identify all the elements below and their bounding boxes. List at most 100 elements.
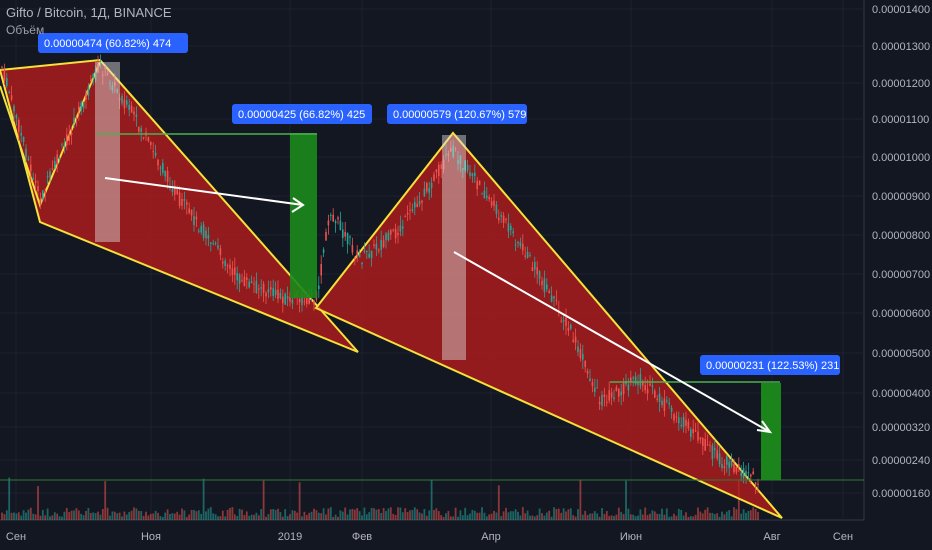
volume-bar — [560, 512, 563, 520]
volume-bar — [32, 513, 35, 520]
volume-bar — [363, 507, 366, 520]
volume-bar — [596, 513, 599, 520]
candle-body — [402, 226, 404, 229]
volume-bar — [555, 509, 558, 520]
volume-bar — [44, 515, 47, 520]
candle-body — [188, 208, 190, 214]
volume-bar — [437, 511, 440, 520]
volume-bar — [267, 514, 270, 520]
volume-bar — [620, 511, 623, 520]
price-axis[interactable]: 0.00001400 0.00001300 0.00001200 0.00001100… — [872, 4, 930, 500]
volume-bar — [358, 511, 361, 520]
volume-bar — [536, 515, 539, 520]
volume-bar — [82, 515, 85, 520]
volume-bar — [704, 509, 707, 520]
candle-body — [54, 160, 56, 169]
time-axis[interactable]: Сен Ноя 2019 Фев Апр Июн Авг Сен — [6, 531, 853, 543]
candle-body — [217, 245, 219, 249]
volume-bar — [207, 508, 210, 520]
volume-bar — [541, 513, 543, 520]
volume-bar — [644, 507, 647, 520]
candle-body — [596, 387, 598, 389]
volume-bar — [34, 514, 37, 520]
volume-bar — [70, 510, 73, 520]
volume-bar — [10, 512, 13, 520]
candle-body — [370, 250, 373, 259]
volume-bar — [421, 513, 423, 520]
volume-bar — [490, 513, 493, 520]
candle-body — [13, 105, 15, 112]
candle-body — [121, 95, 123, 104]
volume-bar — [51, 515, 54, 520]
candle-body — [447, 153, 450, 156]
candle-body — [411, 209, 414, 211]
volume-bar — [125, 514, 128, 520]
candle-body — [682, 416, 685, 428]
candle-body — [507, 223, 510, 232]
candle-body — [550, 295, 553, 302]
candle-body — [538, 271, 541, 279]
volume-bar — [219, 516, 222, 520]
volume-bar — [565, 511, 567, 520]
candle-body — [342, 229, 344, 239]
volume-bar — [471, 509, 474, 520]
candle-body — [344, 231, 346, 237]
candle-body — [589, 378, 591, 382]
wedge-patterns — [0, 58, 783, 519]
candle-body — [418, 201, 421, 205]
volume-bar — [478, 512, 481, 520]
y-tick-label: 0.00000500 — [872, 348, 930, 360]
volume-bar — [466, 515, 469, 520]
volume-bar — [603, 513, 606, 520]
volume-bar — [749, 510, 752, 520]
candle-body — [27, 158, 30, 160]
candle-body — [226, 265, 229, 267]
candle-body — [356, 250, 358, 257]
volume-bar — [433, 510, 435, 520]
volume-bar — [97, 511, 99, 520]
volume-bar — [243, 514, 246, 520]
measure-badge — [387, 104, 527, 124]
candle-body — [406, 213, 409, 215]
volume-bar — [418, 512, 421, 520]
volume-bar — [502, 511, 505, 520]
volume-bar — [430, 479, 433, 520]
volume-bar — [229, 507, 231, 520]
candle-body — [351, 245, 354, 253]
volume-bar — [260, 509, 263, 520]
candle-body — [385, 233, 387, 241]
candle-body — [366, 250, 368, 253]
volume-bar — [344, 507, 347, 520]
candle-body — [94, 69, 97, 81]
volume-bar — [255, 512, 258, 520]
candle-body — [373, 244, 375, 246]
candle-body — [404, 216, 406, 218]
candle-body — [382, 240, 385, 247]
volume-bar — [615, 514, 618, 520]
volume-bar — [385, 511, 387, 520]
volume-bar — [128, 512, 131, 520]
x-tick-label: Сен — [6, 531, 26, 543]
candle-body — [642, 381, 644, 386]
candle-body — [200, 226, 202, 233]
x-tick-label: Авг — [763, 531, 780, 543]
volume-bar — [25, 512, 27, 520]
candle-body — [68, 133, 70, 141]
x-tick-label: Июн — [620, 531, 642, 543]
candle-body — [428, 188, 430, 193]
candle-body — [663, 398, 666, 411]
volume-bar — [553, 507, 555, 520]
candle-body — [752, 471, 754, 475]
candle-body — [442, 159, 445, 170]
candle-body — [706, 444, 709, 446]
volume-bar — [116, 513, 119, 520]
volume-bar — [159, 515, 162, 520]
candle-body — [536, 267, 538, 275]
volume-bar — [725, 511, 728, 520]
symbol-title: Gifto / Bitcoin, 1Д, BINANCE — [6, 5, 172, 20]
volume-bar — [284, 509, 287, 520]
candle-body — [202, 224, 205, 238]
candle-body — [500, 215, 502, 217]
candle-body — [154, 152, 157, 156]
